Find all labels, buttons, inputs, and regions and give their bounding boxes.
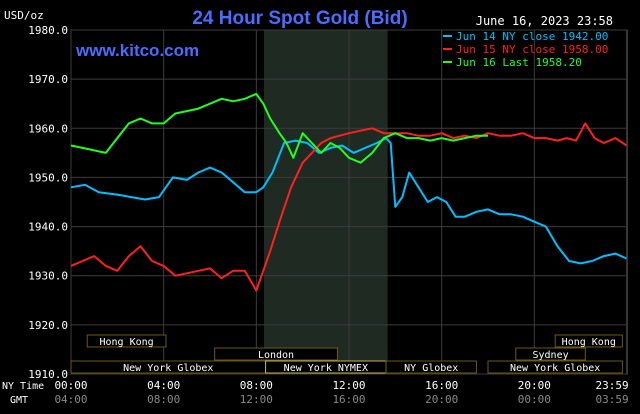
market-sessions: Hong Kong London New York Globex New York N… [70,334,623,374]
y-tick-label: 1910.0 [28,368,68,381]
x-tick-label-ny: 12:00 [332,379,365,392]
session-bar [515,347,586,361]
x-tick-label-ny: 20:00 [518,379,551,392]
session-label: NY Globex [404,363,458,374]
x-tick-label-ny: 23:59 [595,379,628,392]
chart-timestamp: June 16, 2023 23:58 [476,14,613,28]
x-tick-label-gmt: 08:00 [147,393,180,406]
y-tick-label: 1930.0 [28,270,68,283]
y-tick-label: 1970.0 [28,73,68,86]
chart-title: 24 Hour Spot Gold (Bid) [192,8,407,29]
grid-lines [70,29,628,375]
session-bar [214,347,338,361]
session-label: Hong Kong [562,337,616,348]
x-tick-label-ny: 04:00 [147,379,180,392]
unit-label: USD/oz [4,9,44,22]
session-bar [554,334,623,348]
y-tick-label: 1980.0 [28,24,68,37]
session-label: New York Globex [123,363,213,374]
session-bar [487,360,623,374]
x-axis-ticks: 00:00 04:00 08:00 12:00 16:00 20:00 23:5904:00… [54,379,628,406]
x-tick-label-ny: 00:00 [54,379,87,392]
y-axis-ticks: 1980.0 1970.0 1960.0 1950.0 1940.0 1930.0 1920… [28,24,68,381]
y-tick-label: 1940.0 [28,221,68,234]
brand-link[interactable]: www.kitco.com [75,41,199,60]
x-tick-label-gmt: 16:00 [332,393,365,406]
x-tick-label-gmt: 03:59 [595,393,628,406]
session-label: London [258,350,294,361]
nymex-session-shade [263,30,388,374]
session-label: Sydney [532,350,568,361]
price-series [70,92,628,292]
x-tick-label-gmt: 04:00 [54,393,87,406]
series-line [70,122,628,292]
x-tick-label-ny: 16:00 [425,379,458,392]
series-line [70,92,488,164]
session-label: New York Globex [510,363,600,374]
y-tick-label: 1960.0 [28,122,68,135]
session-bar [86,334,167,348]
x-tick-label-gmt: 12:00 [240,393,273,406]
y-tick-label: 1920.0 [28,319,68,332]
x-tick-label-ny: 08:00 [240,379,273,392]
legend-label: Jun 14 NY close 1942.00 [456,30,608,43]
x-axis-label-ny: NY Time [2,381,44,392]
series-line [70,137,627,265]
y-tick-label: 1950.0 [28,171,68,184]
session-label: Hong Kong [100,337,154,348]
x-axis-label-gmt: GMT [10,395,28,406]
legend-label: Jun 15 NY close 1958.00 [456,43,608,56]
session-label: New York NYMEX [284,363,368,374]
x-tick-label-gmt: 00:00 [518,393,551,406]
session-bar [385,360,477,374]
x-tick-label-gmt: 20:00 [425,393,458,406]
legend-label: Jun 16 Last 1958.20 [456,56,582,69]
